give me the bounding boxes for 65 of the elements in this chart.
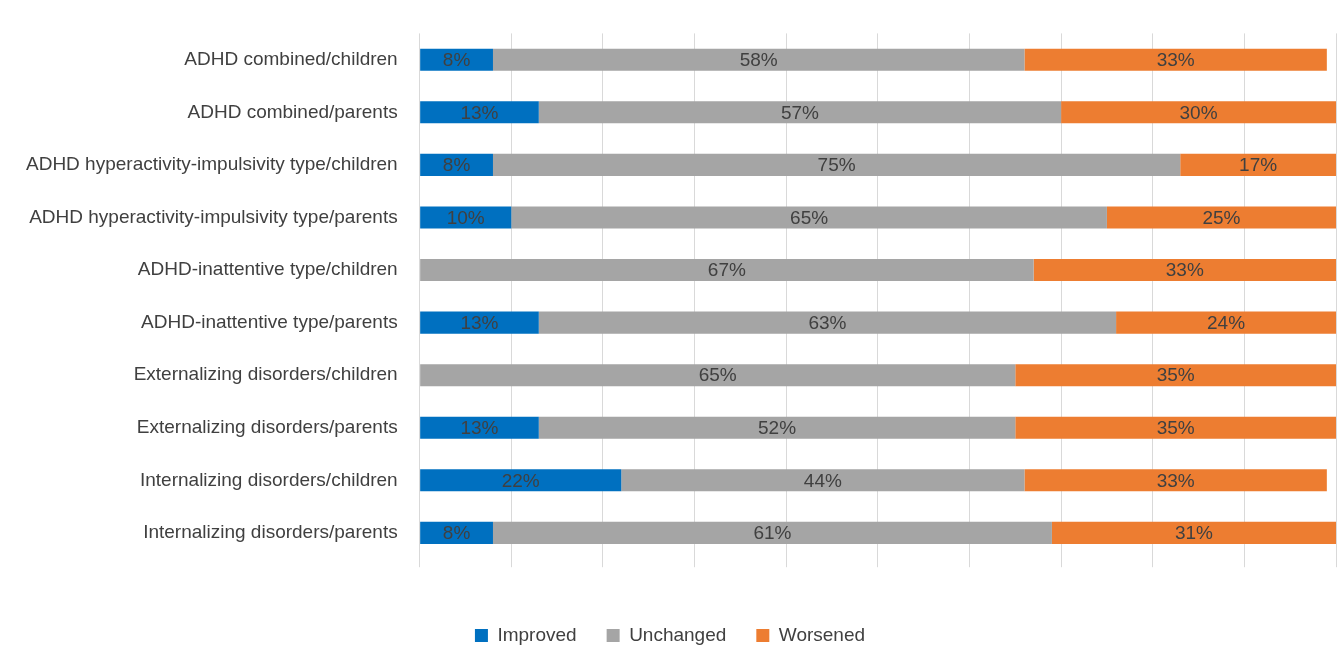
bar bbox=[1180, 153, 1336, 176]
data-label: 8% bbox=[442, 522, 471, 544]
bar bbox=[538, 416, 1016, 439]
bar bbox=[511, 206, 1107, 229]
data-label: 35% bbox=[1156, 364, 1195, 386]
bar bbox=[420, 258, 1034, 282]
y-tick-label: ADHD combined/parents bbox=[187, 100, 398, 122]
legend-label: Unchanged bbox=[629, 623, 727, 645]
bar bbox=[1024, 469, 1327, 492]
legend-label: Improved bbox=[497, 623, 577, 645]
data-label: 22% bbox=[501, 469, 540, 491]
legend-label: Worsened bbox=[778, 623, 866, 645]
y-tick-label: ADHD hyperactivity-impulsivity type/parents bbox=[29, 205, 398, 227]
bar bbox=[1051, 521, 1336, 544]
y-tick-label: Internalizing disorders/children bbox=[139, 468, 398, 490]
data-label: 61% bbox=[753, 522, 792, 544]
data-label: 52% bbox=[758, 416, 797, 438]
data-label: 17% bbox=[1239, 154, 1278, 176]
data-label: 13% bbox=[460, 101, 499, 123]
data-label: 44% bbox=[803, 469, 842, 491]
data-label: 25% bbox=[1202, 206, 1241, 228]
data-label: 33% bbox=[1156, 48, 1195, 70]
bar bbox=[420, 311, 539, 334]
data-label: 65% bbox=[698, 364, 737, 386]
y-tick-label: ADHD combined/children bbox=[184, 47, 398, 69]
data-label: 8% bbox=[442, 154, 471, 176]
data-label: 65% bbox=[790, 206, 829, 228]
bar bbox=[1024, 48, 1327, 71]
data-label: 13% bbox=[460, 311, 499, 333]
bar bbox=[492, 153, 1181, 176]
y-tick-label: Externalizing disorders/children bbox=[133, 363, 398, 385]
y-tick-label: ADHD hyperactivity-impulsivity type/children bbox=[26, 153, 398, 175]
data-label: 63% bbox=[808, 311, 847, 333]
bar bbox=[538, 311, 1117, 334]
bar bbox=[420, 101, 539, 124]
data-label: 24% bbox=[1207, 311, 1246, 333]
bar bbox=[1106, 206, 1336, 229]
bar bbox=[1015, 416, 1336, 439]
data-label: 8% bbox=[442, 48, 471, 70]
data-label: 58% bbox=[739, 48, 778, 70]
data-label: 30% bbox=[1179, 101, 1218, 123]
y-tick-label: Externalizing disorders/parents bbox=[136, 415, 398, 437]
bar bbox=[1116, 311, 1336, 334]
data-label: 31% bbox=[1174, 522, 1214, 544]
data-label: 57% bbox=[780, 101, 820, 123]
y-tick-label: Internalizing disorders/parents bbox=[143, 521, 398, 543]
bar bbox=[420, 469, 622, 492]
bar bbox=[1033, 258, 1336, 282]
bar bbox=[420, 364, 1016, 387]
bar bbox=[621, 469, 1025, 492]
data-label: 33% bbox=[1156, 469, 1195, 491]
y-tick-label: ADHD-inattentive type/parents bbox=[141, 310, 398, 332]
data-label: 33% bbox=[1165, 259, 1204, 281]
data-label: 35% bbox=[1156, 416, 1195, 438]
data-label: 13% bbox=[460, 416, 499, 438]
bar bbox=[492, 521, 1052, 544]
bar bbox=[1015, 364, 1336, 387]
data-label: 75% bbox=[817, 154, 856, 176]
bar bbox=[420, 416, 539, 439]
y-tick-label: ADHD-inattentive type/children bbox=[137, 258, 398, 280]
data-label: 10% bbox=[446, 206, 485, 228]
bar bbox=[538, 101, 1062, 124]
data-label: 67% bbox=[707, 259, 747, 281]
bar bbox=[492, 48, 1025, 71]
bar bbox=[1061, 101, 1336, 124]
